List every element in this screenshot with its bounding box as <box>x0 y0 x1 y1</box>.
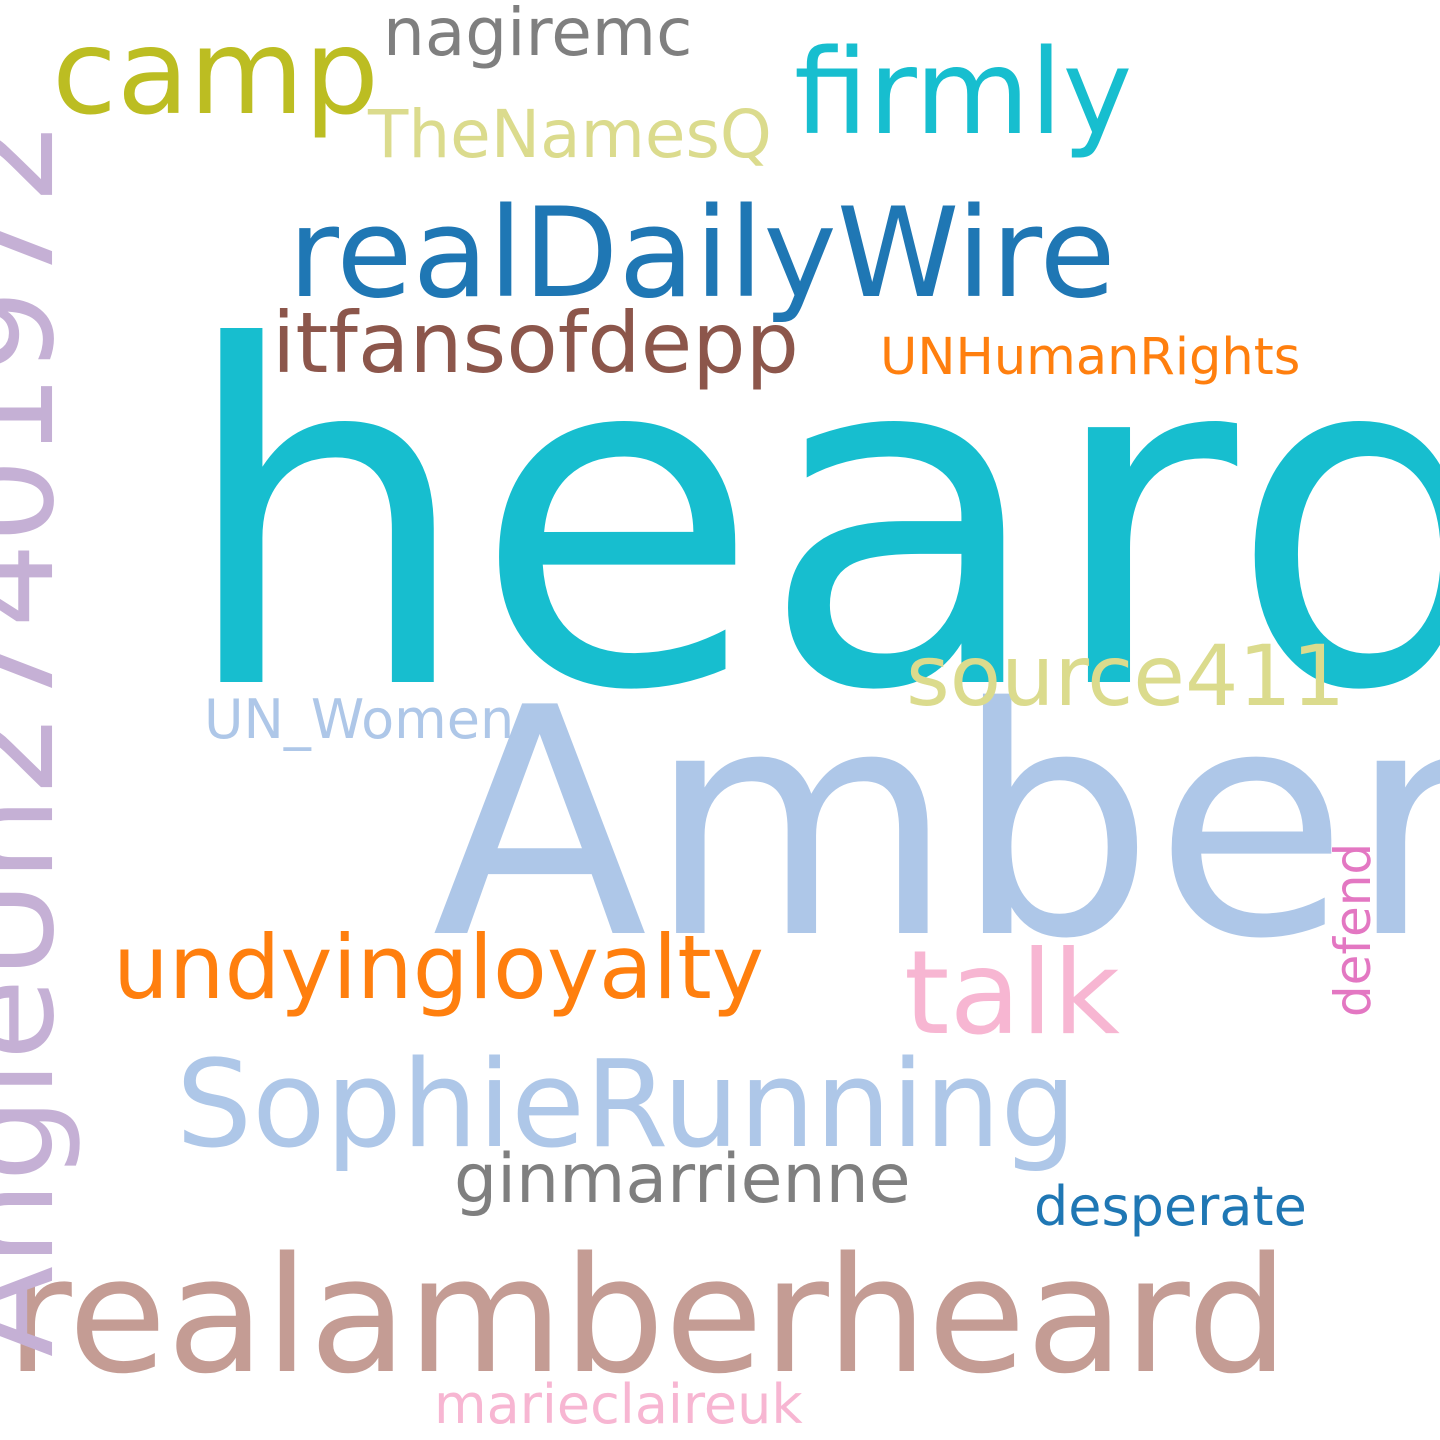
word-desperate: desperate <box>1034 1175 1307 1238</box>
word-itfansofdepp: itfansofdepp <box>272 294 799 392</box>
word-thenamesq: TheNamesQ <box>368 96 772 173</box>
word-source411: source411 <box>906 627 1346 725</box>
word-realamberheard: realamberheard <box>6 1222 1289 1409</box>
word-heard: heard <box>178 249 1440 792</box>
word-undyingloyalty: undyingloyalty <box>113 916 764 1019</box>
word-amber: Amber <box>432 642 1440 1008</box>
word-camp: camp <box>52 3 380 141</box>
word-nagiremc: nagiremc <box>383 0 693 71</box>
word-sophierunning: SophieRunning <box>176 1036 1077 1175</box>
word-unhumanrights: UNHumanRights <box>880 328 1301 387</box>
word-ginmarrienne: ginmarrienne <box>454 1140 911 1219</box>
word-angieun27401972: AngieUn27401972 <box>0 119 85 1358</box>
word-defend: defend <box>1324 842 1383 1018</box>
word-firmly: firmly <box>794 23 1133 161</box>
word-marieclaireuk: marieclaireuk <box>434 1373 803 1436</box>
word-talk: talk <box>904 926 1120 1061</box>
word-realdailywire: realDailyWire <box>288 182 1116 326</box>
word-un-women: UN_Women <box>204 688 515 751</box>
